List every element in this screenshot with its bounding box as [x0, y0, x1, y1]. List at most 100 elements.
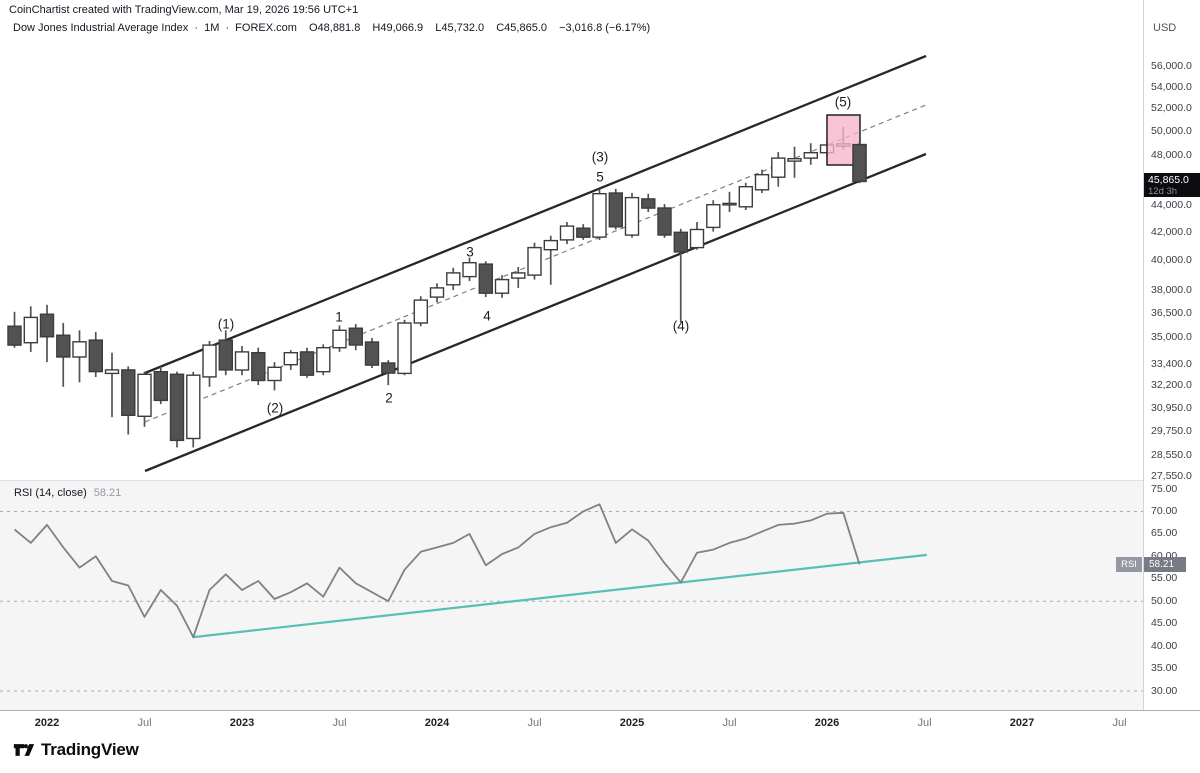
candle-body	[754, 173, 770, 191]
candle-body	[251, 352, 266, 382]
pane-divider[interactable]	[0, 480, 1200, 481]
rsi-indicator-title[interactable]: RSI (14, close) 58.21	[14, 487, 121, 499]
candle-body	[527, 246, 542, 276]
candle-body	[218, 339, 234, 371]
candle-body	[689, 228, 705, 249]
candle-2023-02	[251, 347, 266, 385]
time-axis-label-Jul: Jul	[527, 717, 542, 729]
time-axis-label-2026: 2026	[814, 717, 840, 729]
candle-body	[202, 344, 217, 378]
candle-body	[494, 278, 510, 294]
candle-2021-12	[23, 306, 38, 352]
rsi-badge-value: 58.21	[1144, 557, 1186, 572]
candle-body	[559, 225, 575, 241]
candle-2023-12	[413, 296, 428, 327]
elliott-label-(3)[interactable]: (3)	[592, 150, 609, 165]
candle-2023-05	[299, 347, 315, 378]
candle-body	[446, 272, 461, 286]
candle-body	[852, 143, 867, 183]
candle-body	[803, 151, 818, 159]
rsi-trendline[interactable]	[192, 553, 928, 639]
price-axis[interactable]: USD 56,000.0 54,000.0 52,000.0 50,000.0 48,0…	[1143, 0, 1200, 710]
candle-body	[299, 351, 315, 376]
time-axis-label-Jul: Jul	[917, 717, 932, 729]
candle-2025-04	[673, 228, 688, 323]
rsi-tick-65: 65.00	[1151, 527, 1178, 540]
candle-body	[624, 196, 640, 236]
candle-2023-04	[283, 350, 298, 370]
candle-2026-03	[852, 142, 867, 184]
time-axis-label-2024: 2024	[424, 717, 450, 729]
exchange-label[interactable]: FOREX.com	[235, 22, 297, 34]
candle-body	[316, 347, 331, 373]
chart-canvas[interactable]: (1) (2) 1 2 3 4 (3) 5 (4) (5)	[0, 0, 1143, 710]
candle-2023-06	[316, 344, 331, 376]
symbol-name[interactable]: Dow Jones Industrial Average Index	[13, 22, 189, 34]
candle-2021-11	[7, 311, 22, 348]
time-axis[interactable]: 2022 Jul 2023 Jul 2024 Jul 2025 Jul 2026 Jul 2027 J…	[0, 710, 1200, 736]
candle-2025-03	[657, 204, 672, 238]
candle-2025-01	[624, 193, 640, 238]
elliott-label-1[interactable]: 1	[335, 310, 343, 325]
rsi-tick-70: 70.00	[1151, 504, 1178, 517]
candle-2025-08	[738, 182, 753, 210]
elliott-label-(2)[interactable]: (2)	[267, 401, 284, 416]
elliott-label-(4)[interactable]: (4)	[673, 319, 690, 334]
candle-countdown: 12d 3h	[1148, 186, 1178, 197]
candle-body	[283, 352, 298, 366]
elliott-label-4[interactable]: 4	[483, 309, 491, 324]
elliott-label-2[interactable]: 2	[385, 391, 393, 406]
candle-body	[332, 329, 347, 349]
rsi-tick-45: 45.00	[1151, 617, 1178, 630]
rsi-tick-30: 30.00	[1151, 684, 1178, 697]
candle-body	[234, 351, 250, 371]
candle-body	[88, 339, 104, 373]
elliott-label-(5)[interactable]: (5)	[835, 95, 852, 110]
candle-body	[7, 325, 22, 346]
elliott-label-5[interactable]: 5	[596, 170, 604, 185]
candle-2022-11	[202, 341, 217, 387]
channel-midline[interactable]	[144, 104, 927, 423]
ohlc-high: H49,066.9	[372, 22, 424, 34]
channel-lower-line[interactable]	[144, 152, 927, 473]
candle-2024-10	[576, 224, 591, 240]
candle-body	[706, 203, 721, 229]
candle-2022-07	[137, 371, 152, 427]
candle-2022-08	[153, 366, 169, 405]
price-tick-54000: 54,000.0	[1151, 80, 1192, 93]
candle-body	[576, 227, 591, 238]
candle-2025-06	[706, 200, 721, 232]
candle-2024-02	[446, 267, 461, 291]
elliott-label-3[interactable]: 3	[466, 245, 474, 260]
time-axis-label-2023: 2023	[229, 717, 255, 729]
price-tick-27550: 27,550.0	[1151, 469, 1192, 482]
time-axis-label-2025: 2025	[619, 717, 645, 729]
candle-2022-04	[88, 331, 104, 377]
candle-2022-05	[104, 352, 120, 418]
candle-2025-02	[641, 193, 656, 212]
tradingview-logo[interactable]: TradingView	[13, 740, 139, 760]
rsi-line	[13, 503, 861, 638]
candle-2024-05	[494, 275, 510, 298]
candle-body	[121, 369, 136, 416]
ohlc-close: C45,865.0	[496, 22, 547, 34]
interval-label[interactable]: 1M	[204, 22, 220, 34]
candle-2023-11	[397, 319, 412, 376]
rsi-tick-55: 55.00	[1151, 572, 1178, 585]
price-tick-42000: 42,000.0	[1151, 225, 1192, 238]
candle-2022-06	[121, 366, 136, 435]
price-tick-48000: 48,000.0	[1151, 148, 1192, 161]
tradingview-logo-text: TradingView	[41, 740, 139, 759]
candle-body	[608, 192, 623, 228]
channel-upper-line[interactable]	[144, 54, 927, 375]
candle-body	[592, 192, 607, 238]
separator-dot: ·	[194, 22, 199, 34]
elliott-label-(1)[interactable]: (1)	[218, 317, 235, 332]
candle-2024-06	[511, 267, 526, 288]
candle-body	[23, 316, 38, 344]
candle-body	[104, 369, 120, 375]
rsi-title-text: RSI (14, close)	[14, 487, 87, 499]
candle-2025-11	[787, 146, 802, 178]
price-tick-52000: 52,000.0	[1151, 102, 1192, 115]
